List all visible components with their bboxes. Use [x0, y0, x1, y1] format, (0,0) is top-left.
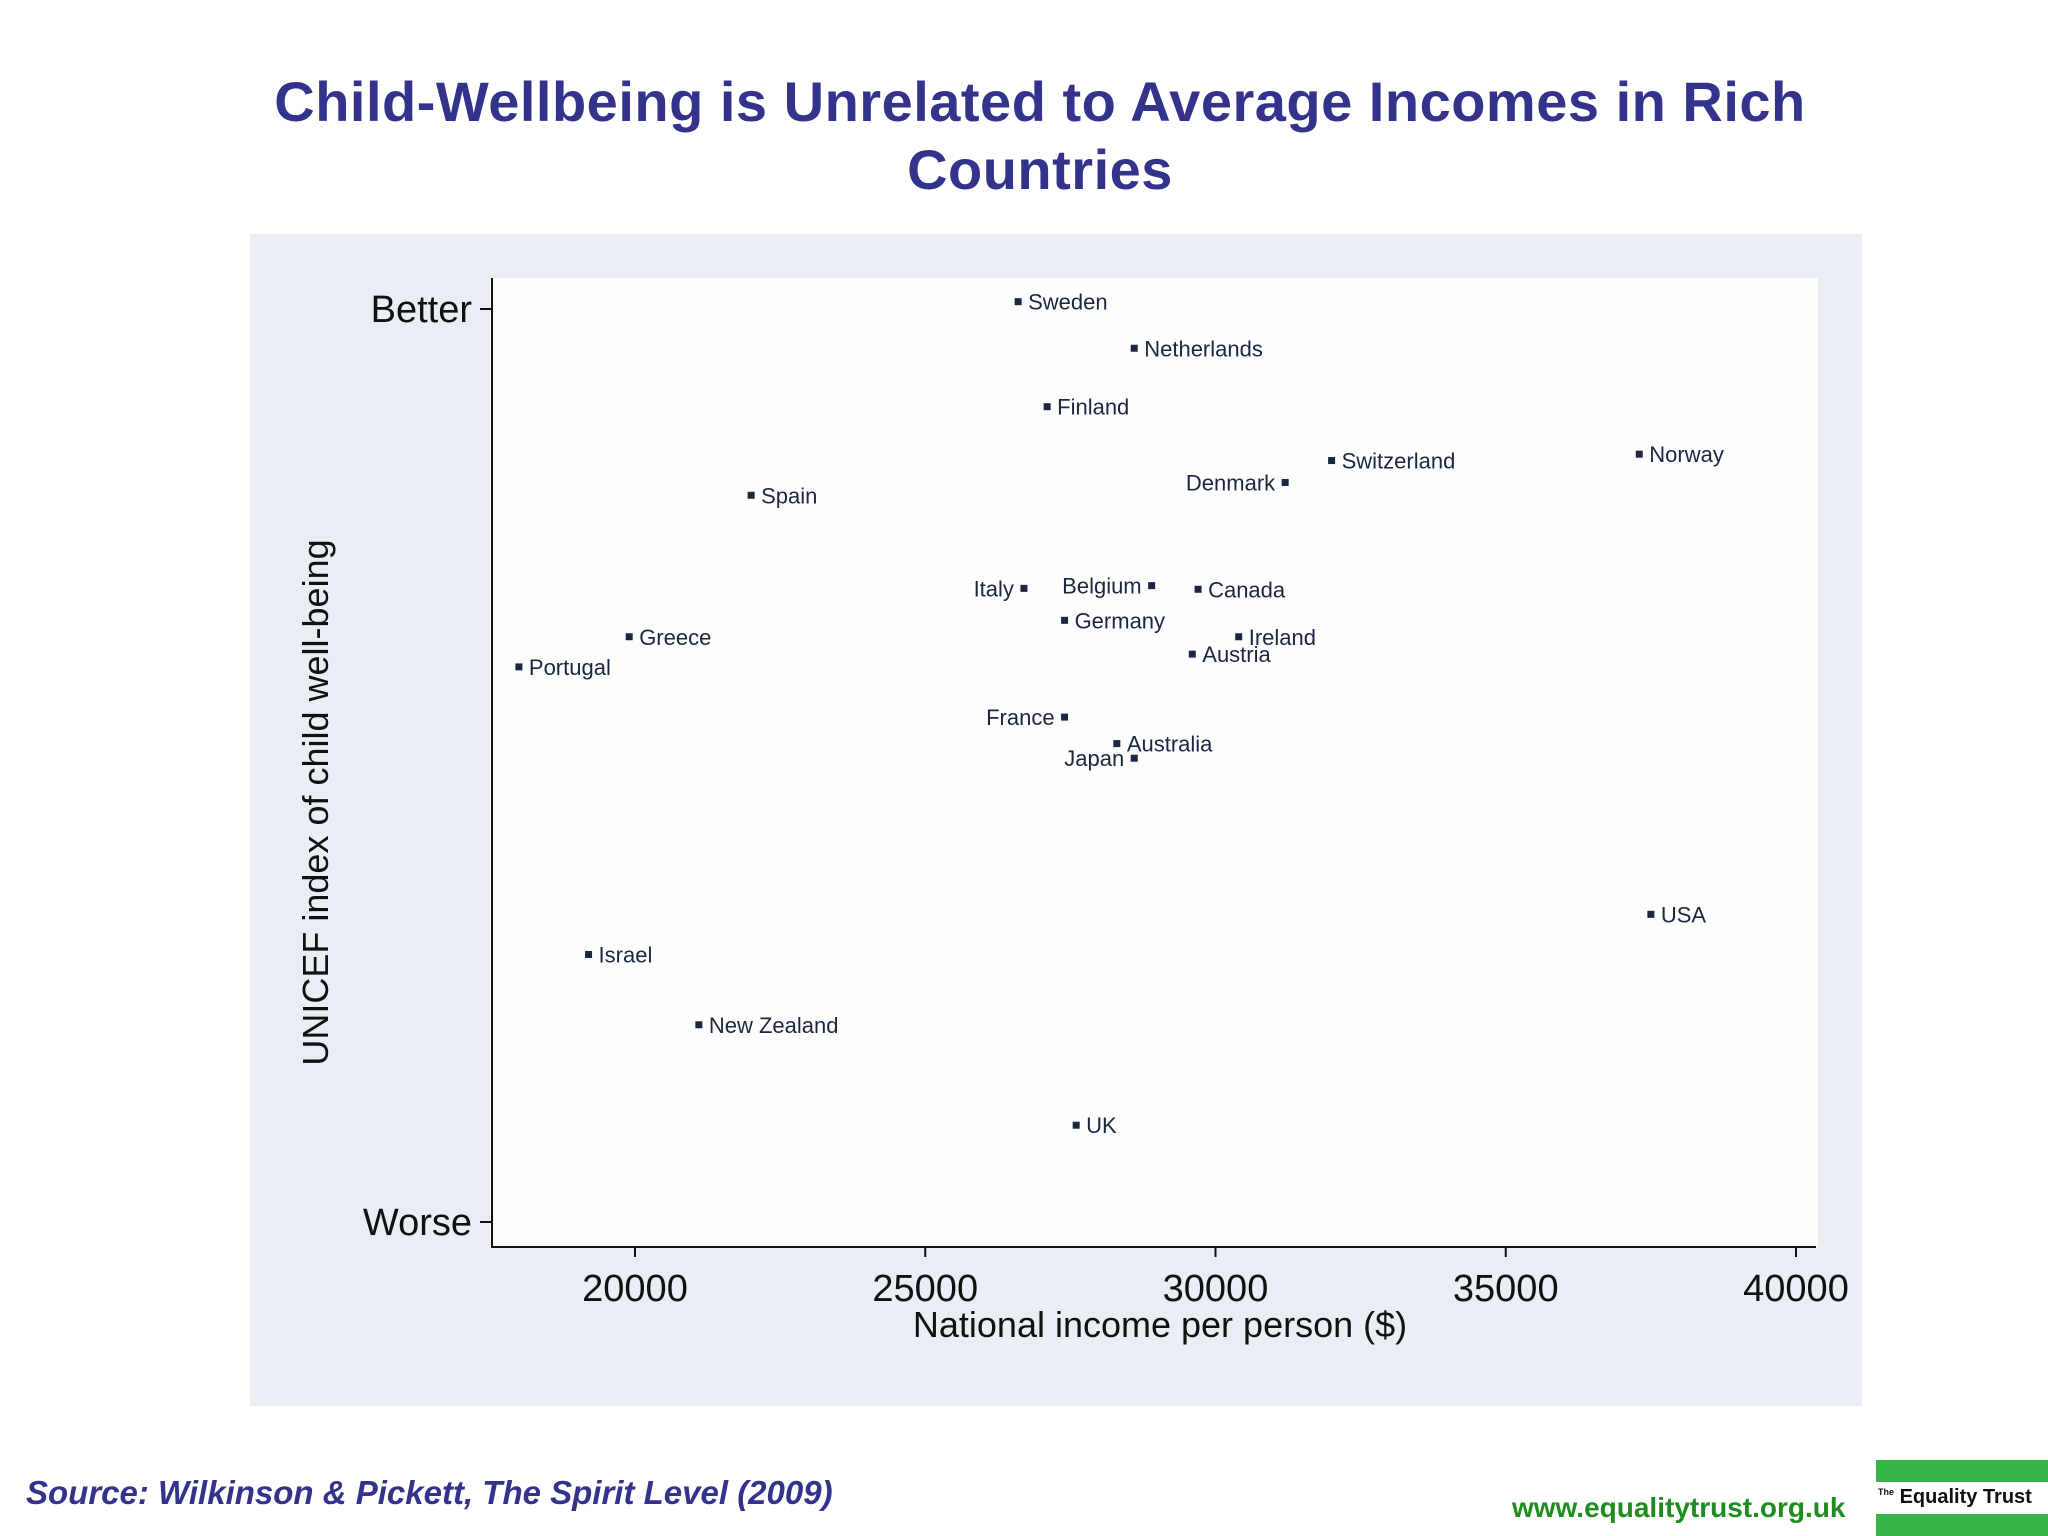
chart-panel: 20000 25000 30000 35000 40000 Better Worse Nati… — [250, 234, 1862, 1406]
point-label-finland: Finland — [1057, 395, 1129, 420]
point-label-uk: UK — [1086, 1113, 1117, 1138]
x-axis-title: National income per person ($) — [913, 1304, 1407, 1345]
point-finland — [1043, 403, 1051, 411]
point-norway — [1635, 450, 1643, 458]
x-tick-label-30000: 30000 — [1163, 1268, 1269, 1310]
point-label-canada: Canada — [1208, 577, 1286, 602]
point-belgium — [1148, 582, 1156, 590]
point-switzerland — [1328, 457, 1336, 465]
plot-area — [490, 278, 1818, 1247]
point-label-netherlands: Netherlands — [1144, 336, 1263, 361]
logo-bar-bottom — [1876, 1514, 2048, 1536]
y-axis-title: UNICEF index of child well-being — [295, 539, 336, 1065]
point-portugal — [515, 663, 523, 671]
logo-text: The Equality Trust — [1878, 1486, 2048, 1509]
point-new-zealand — [695, 1021, 703, 1029]
scatter-chart: 20000 25000 30000 35000 40000 Better Worse Nati… — [295, 278, 1849, 1345]
point-label-israel: Israel — [599, 942, 653, 967]
point-label-germany: Germany — [1075, 608, 1165, 633]
y-tick-label-worse: Worse — [363, 1202, 472, 1244]
x-tick-label-40000: 40000 — [1743, 1268, 1849, 1310]
y-tick-label-better: Better — [371, 289, 473, 331]
point-label-italy: Italy — [974, 576, 1014, 601]
x-tick-label-35000: 35000 — [1453, 1268, 1559, 1310]
point-label-portugal: Portugal — [529, 655, 611, 680]
x-tick-label-25000: 25000 — [872, 1268, 978, 1310]
logo-bar-top — [1876, 1460, 2048, 1482]
logo-name: Equality Trust — [1899, 1486, 2032, 1508]
point-canada — [1194, 585, 1202, 593]
point-label-australia: Australia — [1127, 732, 1213, 757]
point-greece — [625, 633, 633, 641]
point-label-japan: Japan — [1064, 746, 1124, 771]
point-label-belgium: Belgium — [1062, 574, 1141, 599]
point-uk — [1072, 1121, 1080, 1129]
point-label-switzerland: Switzerland — [1342, 449, 1456, 474]
point-label-denmark: Denmark — [1186, 470, 1276, 495]
source-citation: Source: Wilkinson & Pickett, The Spirit … — [26, 1474, 833, 1511]
point-italy — [1020, 584, 1028, 592]
point-usa — [1647, 910, 1655, 918]
point-netherlands — [1130, 344, 1138, 352]
point-australia — [1113, 740, 1121, 748]
logo-prefix: The — [1878, 1487, 1895, 1497]
point-label-spain: Spain — [761, 483, 817, 508]
point-austria — [1188, 650, 1196, 658]
equality-trust-logo: The Equality Trust — [1876, 1460, 2048, 1536]
point-germany — [1061, 616, 1069, 624]
point-japan — [1130, 754, 1138, 762]
point-label-usa: USA — [1661, 902, 1707, 927]
point-label-austria: Austria — [1202, 642, 1271, 667]
point-ireland — [1235, 633, 1243, 641]
website-link[interactable]: www.equalitytrust.org.uk — [1512, 1492, 1846, 1523]
point-sweden — [1014, 298, 1022, 306]
point-israel — [585, 950, 593, 958]
x-tick-label-20000: 20000 — [582, 1268, 688, 1310]
point-label-new-zealand: New Zealand — [709, 1013, 839, 1038]
point-label-norway: Norway — [1649, 442, 1724, 467]
point-label-sweden: Sweden — [1028, 290, 1108, 315]
point-label-ireland: Ireland — [1249, 625, 1316, 650]
point-label-greece: Greece — [639, 625, 711, 650]
point-spain — [747, 491, 755, 499]
page-title: Child-Wellbeing is Unrelated to Average … — [274, 70, 1806, 201]
point-label-france: France — [986, 705, 1054, 730]
point-denmark — [1281, 478, 1289, 486]
point-france — [1061, 713, 1069, 721]
